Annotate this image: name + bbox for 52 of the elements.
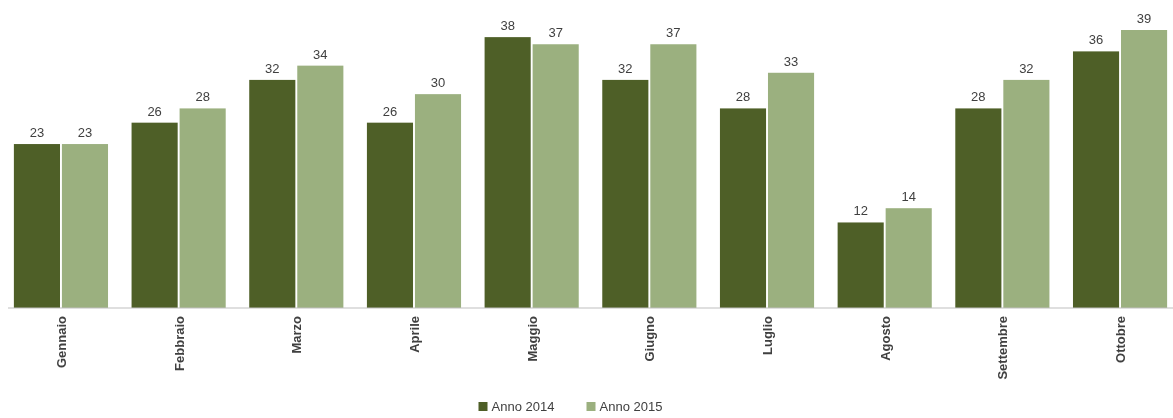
bar (131, 122, 178, 308)
data-label: 14 (901, 189, 916, 205)
x-tick-label: Febbraio (171, 315, 187, 371)
data-label: 37 (548, 25, 563, 41)
bar (297, 65, 344, 308)
data-label: 28 (195, 89, 210, 105)
data-label: 26 (382, 103, 398, 119)
data-label: 33 (783, 53, 799, 69)
bar (1121, 30, 1168, 308)
bar (1072, 51, 1120, 308)
data-label: 23 (77, 125, 93, 141)
bar (1003, 79, 1050, 308)
bar (61, 144, 109, 308)
bar (955, 108, 1002, 308)
data-label: 32 (265, 60, 280, 76)
x-tick-label: Gennaio (53, 315, 69, 369)
data-label: 30 (430, 75, 446, 91)
x-tick-label: Giugno (642, 315, 658, 362)
bar (414, 94, 462, 308)
data-label: 26 (147, 103, 162, 119)
bar (602, 79, 649, 308)
bar (719, 108, 767, 308)
data-label: 38 (500, 18, 515, 34)
bar (650, 44, 697, 308)
x-tick-label: Aprile (406, 316, 422, 353)
data-label: 34 (313, 46, 328, 62)
bar (366, 122, 414, 308)
x-tick-label: Ottobre (1113, 316, 1129, 363)
data-label: 37 (666, 25, 681, 41)
legend-label: Anno 2014 (491, 399, 555, 414)
data-label: 23 (29, 125, 45, 141)
bar (249, 79, 296, 308)
bar (837, 222, 884, 308)
x-tick-label: Luglio (760, 315, 776, 355)
data-label: 28 (971, 89, 986, 105)
x-tick-label: Maggio (524, 315, 540, 362)
x-tick-label: Agosto (877, 315, 893, 361)
data-label: 32 (1019, 60, 1034, 76)
bar (13, 144, 60, 308)
bar (532, 44, 579, 308)
data-label: 32 (618, 60, 633, 76)
data-label: 12 (853, 203, 868, 219)
bar (885, 208, 932, 308)
x-tick-label: Settembre (995, 316, 1011, 380)
legend-label: Anno 2015 (599, 399, 663, 414)
bar (484, 37, 531, 308)
data-label: 36 (1088, 32, 1104, 48)
x-tick-label: Marzo (289, 315, 305, 354)
data-label: 39 (1136, 11, 1152, 26)
bar (767, 72, 815, 308)
bar (179, 108, 226, 308)
data-label: 28 (735, 89, 751, 105)
